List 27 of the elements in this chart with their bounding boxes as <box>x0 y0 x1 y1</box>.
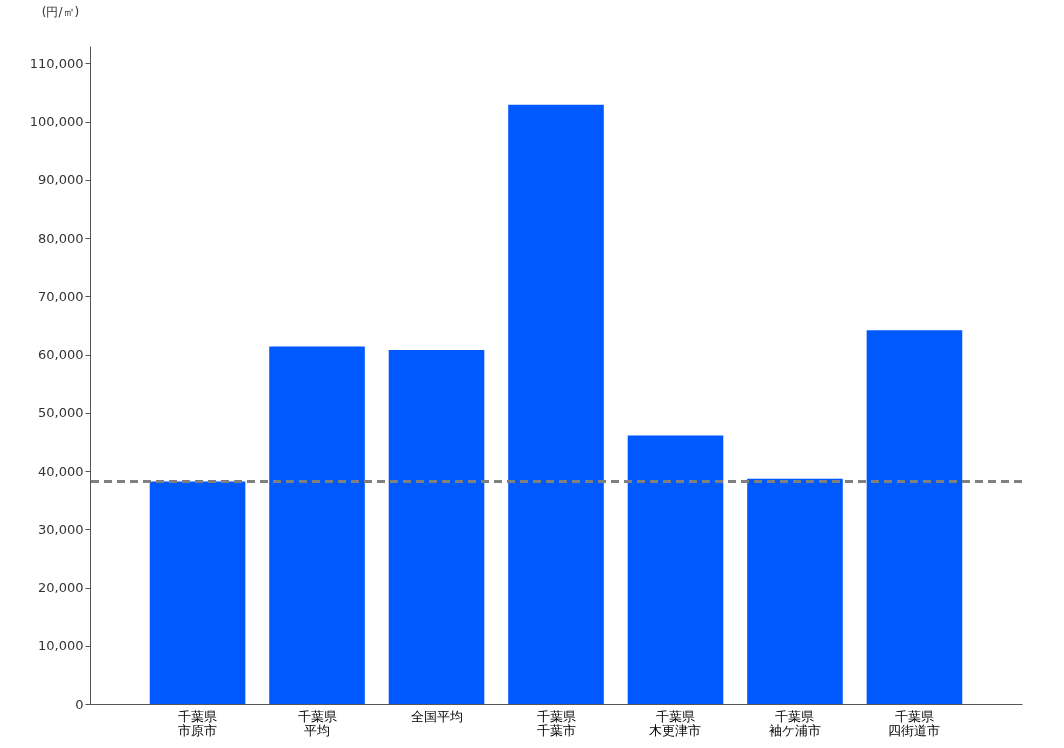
y-axis-title: (円/㎡) <box>41 4 80 19</box>
y-tick-label: 10,000 <box>38 638 84 654</box>
x-tick-label: 千葉県四街道市 <box>888 708 941 738</box>
y-tick-label: 80,000 <box>38 230 84 246</box>
y-tick-label: 30,000 <box>38 521 84 537</box>
y-tick-label: 110,000 <box>29 55 84 71</box>
x-tick-label: 千葉県市原市 <box>178 708 218 738</box>
y-tick-label: 90,000 <box>38 172 84 188</box>
bar <box>269 346 365 704</box>
x-tick-label: 千葉県木更津市 <box>649 708 702 738</box>
y-tick-label: 20,000 <box>38 580 84 596</box>
x-tick-label: 千葉県袖ケ浦市 <box>768 708 821 738</box>
y-tick-label: 60,000 <box>38 347 84 363</box>
y-tick-label: 100,000 <box>29 114 84 130</box>
x-tick-label: 千葉県千葉市 <box>536 708 576 738</box>
bar <box>388 349 485 704</box>
bar <box>508 104 604 704</box>
bar <box>866 330 963 704</box>
y-tick-label: 50,000 <box>38 405 84 421</box>
bar <box>627 435 724 704</box>
bar <box>149 481 246 704</box>
x-tick-label: 千葉県平均 <box>297 708 337 738</box>
y-tick-label: 0 <box>75 696 84 712</box>
y-tick-label: 40,000 <box>38 463 84 479</box>
x-tick-label: 全国平均 <box>410 708 463 724</box>
y-tick-label: 70,000 <box>38 288 84 304</box>
bar <box>747 478 843 704</box>
